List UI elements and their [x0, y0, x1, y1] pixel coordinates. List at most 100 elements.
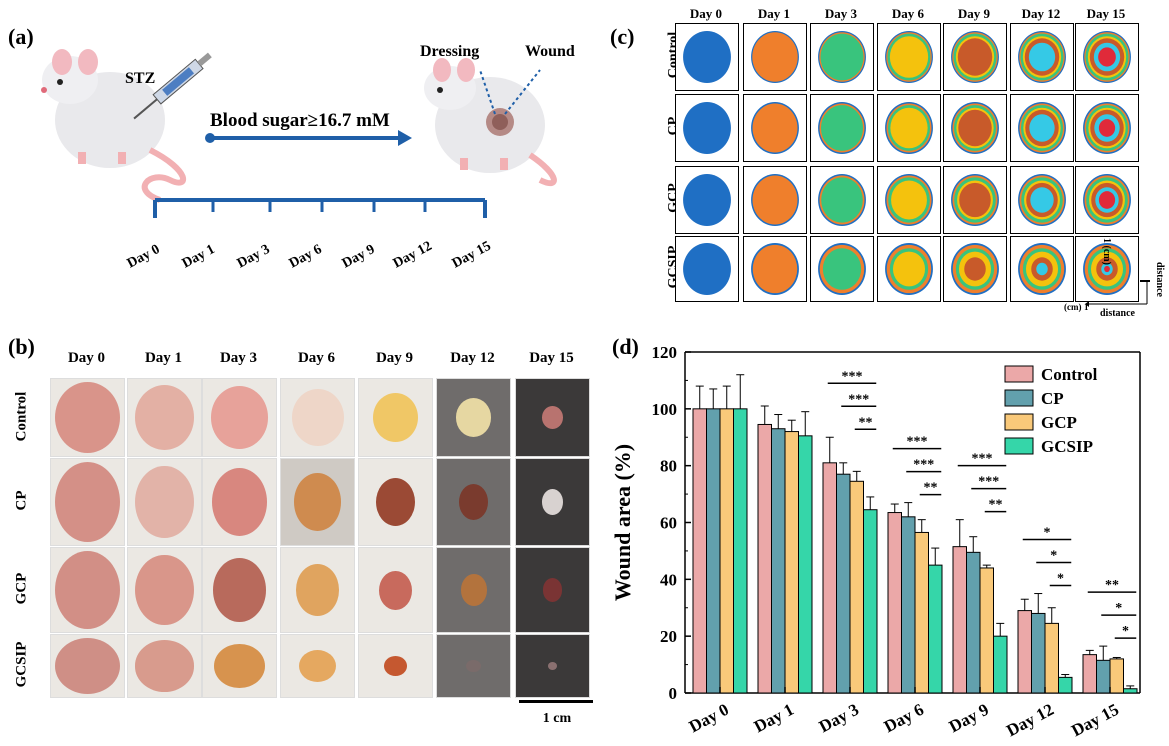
- mouse-after-icon: [424, 58, 557, 187]
- significance-mark: *: [1044, 526, 1051, 541]
- c-day-label: Day 9: [957, 6, 991, 21]
- c-day-label: Day 6: [891, 6, 925, 21]
- wound-spot: [542, 578, 563, 602]
- significance-mark: *: [1115, 601, 1122, 616]
- contour-ring: [821, 177, 863, 223]
- c-axis-h-tick: 1: [1084, 302, 1089, 312]
- timeline: [153, 198, 487, 218]
- y-tick-label: 80: [660, 457, 677, 476]
- contour-ring: [1028, 42, 1056, 72]
- contour-map: [743, 23, 807, 91]
- bar: [706, 408, 721, 694]
- legend-label: GCSIP: [1041, 437, 1093, 456]
- bar: [1096, 659, 1111, 694]
- legend-swatch: [1004, 437, 1034, 455]
- wound-spot: [296, 564, 339, 616]
- bar: [914, 531, 929, 694]
- wound-photo: [436, 458, 511, 546]
- c-axis-h-label: distance: [1100, 308, 1135, 319]
- significance-mark: **: [989, 498, 1003, 513]
- wound-spot: [55, 551, 120, 629]
- contour-map: [675, 94, 739, 162]
- panel-a-label: (a): [8, 24, 34, 49]
- wound-photo: [515, 634, 590, 698]
- timeline-day-label: Day 6: [287, 242, 325, 271]
- wound-photo: [515, 547, 590, 633]
- significance-mark: ***: [913, 458, 934, 473]
- wound-photo: [280, 458, 355, 546]
- scale-bar-label: 1 cm: [542, 711, 572, 726]
- wound-spot: [210, 386, 269, 449]
- contour-map: [675, 166, 739, 234]
- contour-ring: [752, 32, 798, 82]
- wound-photo: [202, 634, 277, 698]
- wound-photo: [436, 634, 511, 698]
- panel-c-label: (c): [610, 24, 635, 49]
- wound-spot: [542, 489, 563, 515]
- wound-photo: [358, 547, 433, 633]
- b-group-label: Control: [13, 391, 30, 441]
- wound-spot: [460, 574, 487, 606]
- wound-spot: [372, 392, 419, 443]
- wound-spot: [134, 384, 195, 451]
- x-tick-label: Day 0: [686, 700, 732, 737]
- contour-ring: [1098, 191, 1116, 209]
- contour-ring: [1029, 114, 1055, 142]
- bar: [887, 512, 902, 694]
- bar: [757, 423, 772, 694]
- b-group-label: CP: [13, 490, 30, 511]
- legend-swatch: [1004, 389, 1034, 407]
- b-day-label: Day 15: [529, 350, 574, 366]
- contour-ring: [957, 38, 993, 76]
- significance-mark: ***: [978, 475, 999, 490]
- timeline-day-label: Day 12: [391, 239, 435, 272]
- wound-photo: [515, 458, 590, 546]
- bar: [993, 635, 1008, 694]
- contour-map: [810, 236, 874, 302]
- bar: [836, 473, 851, 694]
- c-day-label: Day 1: [757, 6, 791, 21]
- bar: [1109, 658, 1124, 694]
- contour-map: [1010, 236, 1074, 302]
- wound-spot: [383, 655, 408, 677]
- y-tick-label: 0: [669, 684, 678, 703]
- contour-map: [877, 23, 941, 91]
- wound-spot: [376, 478, 415, 526]
- contour-map: [810, 166, 874, 234]
- wound-photo: [202, 547, 277, 633]
- b-day-label: Day 1: [144, 350, 183, 366]
- wound-label: Wound: [525, 43, 575, 60]
- contour-map: [743, 166, 807, 234]
- wound-photo: [50, 458, 125, 546]
- wound-spot: [135, 466, 194, 538]
- wound-photo: [202, 458, 277, 546]
- bar: [822, 462, 837, 694]
- contour-map: [743, 94, 807, 162]
- mouse-before-icon: [41, 49, 187, 203]
- wound-photo: [127, 458, 202, 546]
- bar: [1017, 610, 1032, 694]
- contour-ring: [820, 105, 864, 151]
- contour-ring: [890, 107, 928, 149]
- bar: [1082, 654, 1097, 694]
- wound-spot: [455, 397, 492, 438]
- significance-mark: **: [859, 415, 873, 430]
- arrow-icon: [205, 130, 412, 146]
- wound-spot: [542, 406, 563, 429]
- bar: [901, 516, 916, 694]
- contour-map: [1075, 166, 1139, 234]
- b-day-label: Day 9: [375, 350, 414, 366]
- bar: [849, 480, 864, 694]
- wound-photo: [436, 547, 511, 633]
- contour-map: [877, 166, 941, 234]
- contour-map: [1010, 94, 1074, 162]
- c-day-label: Day 0: [689, 6, 723, 21]
- wound-photo: [358, 458, 433, 546]
- contour-ring: [1104, 265, 1110, 273]
- y-tick-label: 100: [652, 400, 678, 419]
- contour-ring: [820, 33, 864, 81]
- significance-mark: *: [1057, 572, 1064, 587]
- contour-map: [743, 236, 807, 302]
- wound-spot: [211, 468, 268, 536]
- contour-map: [877, 94, 941, 162]
